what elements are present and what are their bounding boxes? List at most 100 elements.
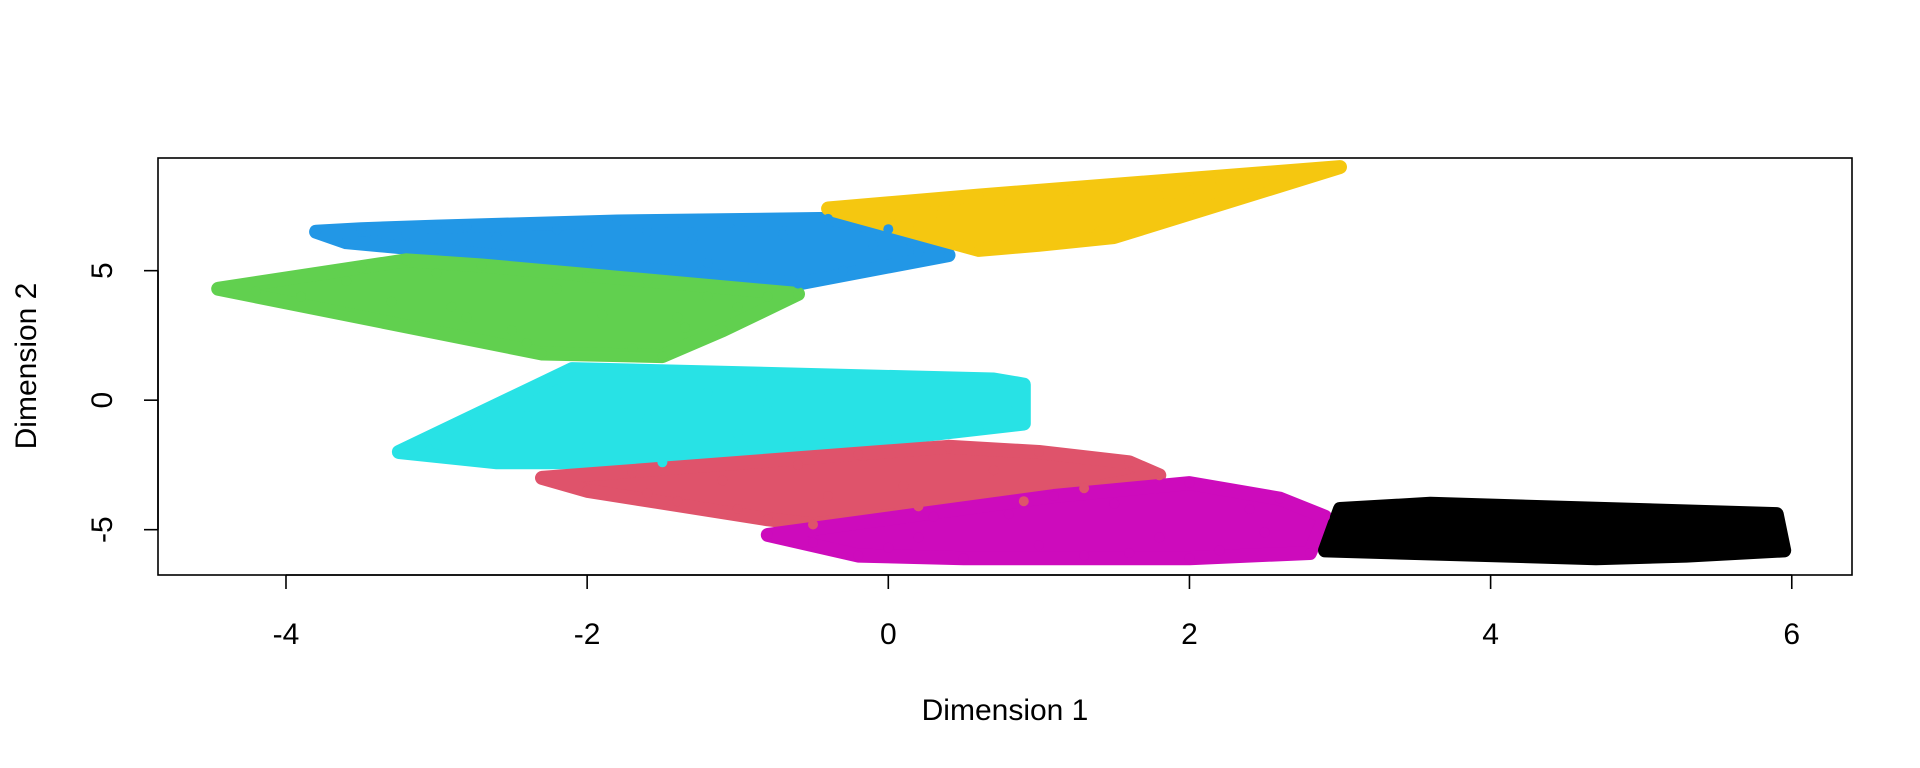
data-point-s2-8 <box>1033 239 1044 250</box>
data-point-s7-21 <box>1365 519 1376 530</box>
data-point-s3-4 <box>341 276 352 286</box>
data-point-s5-2 <box>582 485 593 496</box>
data-point-s4-5 <box>521 410 532 421</box>
data-point-s1-4 <box>431 221 442 232</box>
data-point-s7-14 <box>1741 514 1752 525</box>
data-point-s4-24 <box>943 400 954 411</box>
data-point-s1-20 <box>461 221 472 232</box>
data-point-s6-2 <box>808 537 818 548</box>
data-point-s2-19 <box>1003 198 1014 209</box>
data-point-s3-16 <box>762 291 773 302</box>
data-point-s4-8 <box>612 390 623 400</box>
data-point-s5-11 <box>943 441 954 452</box>
data-point-s3-26 <box>793 289 803 299</box>
data-point-s4-23 <box>1018 379 1029 390</box>
data-point-s4-27 <box>747 377 758 387</box>
data-point-s4-18 <box>928 413 939 424</box>
data-point-s3-21 <box>476 260 487 271</box>
data-point-s2-9 <box>973 244 984 255</box>
data-point-s6-6 <box>1003 509 1014 520</box>
data-point-s7-4 <box>1425 498 1436 509</box>
data-point-s2-12 <box>1214 175 1225 185</box>
data-point-s7-22 <box>1576 532 1586 543</box>
data-point-s7-13 <box>1711 529 1722 540</box>
data-point-s1-19 <box>341 237 352 248</box>
data-point-s4-11 <box>702 387 713 398</box>
data-point-s3-8 <box>506 325 517 336</box>
data-point-s2-13 <box>1259 177 1270 188</box>
data-point-s5-16 <box>1154 470 1165 481</box>
data-point-s5-12 <box>988 465 999 476</box>
data-point-s4-25 <box>567 364 578 375</box>
data-point-s5-3 <box>627 467 638 478</box>
data-point-s6-4 <box>913 532 924 543</box>
data-point-s4-1 <box>393 447 404 457</box>
y-tick-label: 5 <box>86 262 119 279</box>
data-point-s2-15 <box>1335 162 1345 173</box>
data-point-s3-24 <box>446 301 457 312</box>
data-point-s7-16 <box>1771 509 1782 520</box>
data-point-s4-3 <box>461 423 472 434</box>
data-point-s6-10 <box>1154 532 1165 543</box>
data-point-s2-1 <box>823 203 834 214</box>
y-axis: -5 0 5 <box>86 262 159 543</box>
data-point-s1-7 <box>582 239 593 250</box>
data-point-s2-10 <box>1124 180 1135 191</box>
data-point-s1-12 <box>823 213 834 224</box>
data-point-s1-6 <box>552 224 562 235</box>
data-point-s2-3 <box>928 208 939 219</box>
data-point-s7-2 <box>1335 504 1345 514</box>
data-point-s5-18 <box>642 488 653 499</box>
data-point-s1-11 <box>777 229 788 240</box>
x-tick-label: 6 <box>1783 618 1800 651</box>
data-point-s3-7 <box>461 312 472 323</box>
y-tick-label: -5 <box>86 516 119 543</box>
data-point-s4-4 <box>491 457 502 468</box>
data-point-s3-2 <box>250 286 261 297</box>
data-point-s6-7 <box>1033 540 1044 551</box>
cluster-body-6 <box>760 476 1332 566</box>
data-point-s7-18 <box>1410 524 1421 535</box>
data-point-s6-14 <box>1274 493 1285 504</box>
data-point-s3-9 <box>537 348 547 359</box>
data-point-s7-15 <box>1764 540 1775 551</box>
data-point-s6-1 <box>762 529 773 540</box>
data-point-s3-19 <box>657 351 668 362</box>
data-point-s3-18 <box>717 325 728 336</box>
data-point-s3-11 <box>597 309 608 320</box>
data-point-s2-7 <box>1094 226 1105 237</box>
cluster-body-1 <box>309 211 956 291</box>
data-point-s4-28 <box>476 413 487 424</box>
data-point-s3-10 <box>552 283 562 294</box>
data-point-s6-3 <box>853 550 864 561</box>
data-point-s3-27 <box>521 338 532 349</box>
data-point-s5-20 <box>1018 496 1029 507</box>
data-point-s7-9 <box>1591 553 1601 564</box>
data-point-s6-9 <box>1109 498 1120 509</box>
data-point-s1-13 <box>868 239 879 250</box>
data-point-s2-6 <box>1064 185 1074 196</box>
data-point-s2-4 <box>973 190 984 201</box>
data-point-s4-29 <box>657 457 668 468</box>
data-point-s2-14 <box>1304 167 1315 178</box>
data-point-s4-22 <box>988 374 999 385</box>
data-point-s3-25 <box>627 343 638 354</box>
data-point-s4-21 <box>1018 418 1029 429</box>
data-point-s5-21 <box>732 504 743 514</box>
data-point-s6-17 <box>1124 548 1135 558</box>
data-point-s4-20 <box>1003 405 1014 416</box>
x-tick-label: -2 <box>574 618 601 651</box>
data-point-s1-23 <box>838 265 849 276</box>
data-point-s7-12 <box>1681 550 1692 561</box>
data-point-s7-1 <box>1320 545 1330 556</box>
data-point-s6-16 <box>1320 511 1330 522</box>
data-point-s1-16 <box>793 278 803 289</box>
data-point-s3-12 <box>642 276 653 286</box>
data-point-s6-18 <box>928 511 939 522</box>
data-point-s3-13 <box>672 312 683 323</box>
data-clusters <box>211 160 1792 566</box>
data-point-s4-6 <box>552 384 562 395</box>
data-point-s4-15 <box>823 392 834 403</box>
y-tick-label: 0 <box>86 392 119 409</box>
data-points <box>213 162 1790 564</box>
